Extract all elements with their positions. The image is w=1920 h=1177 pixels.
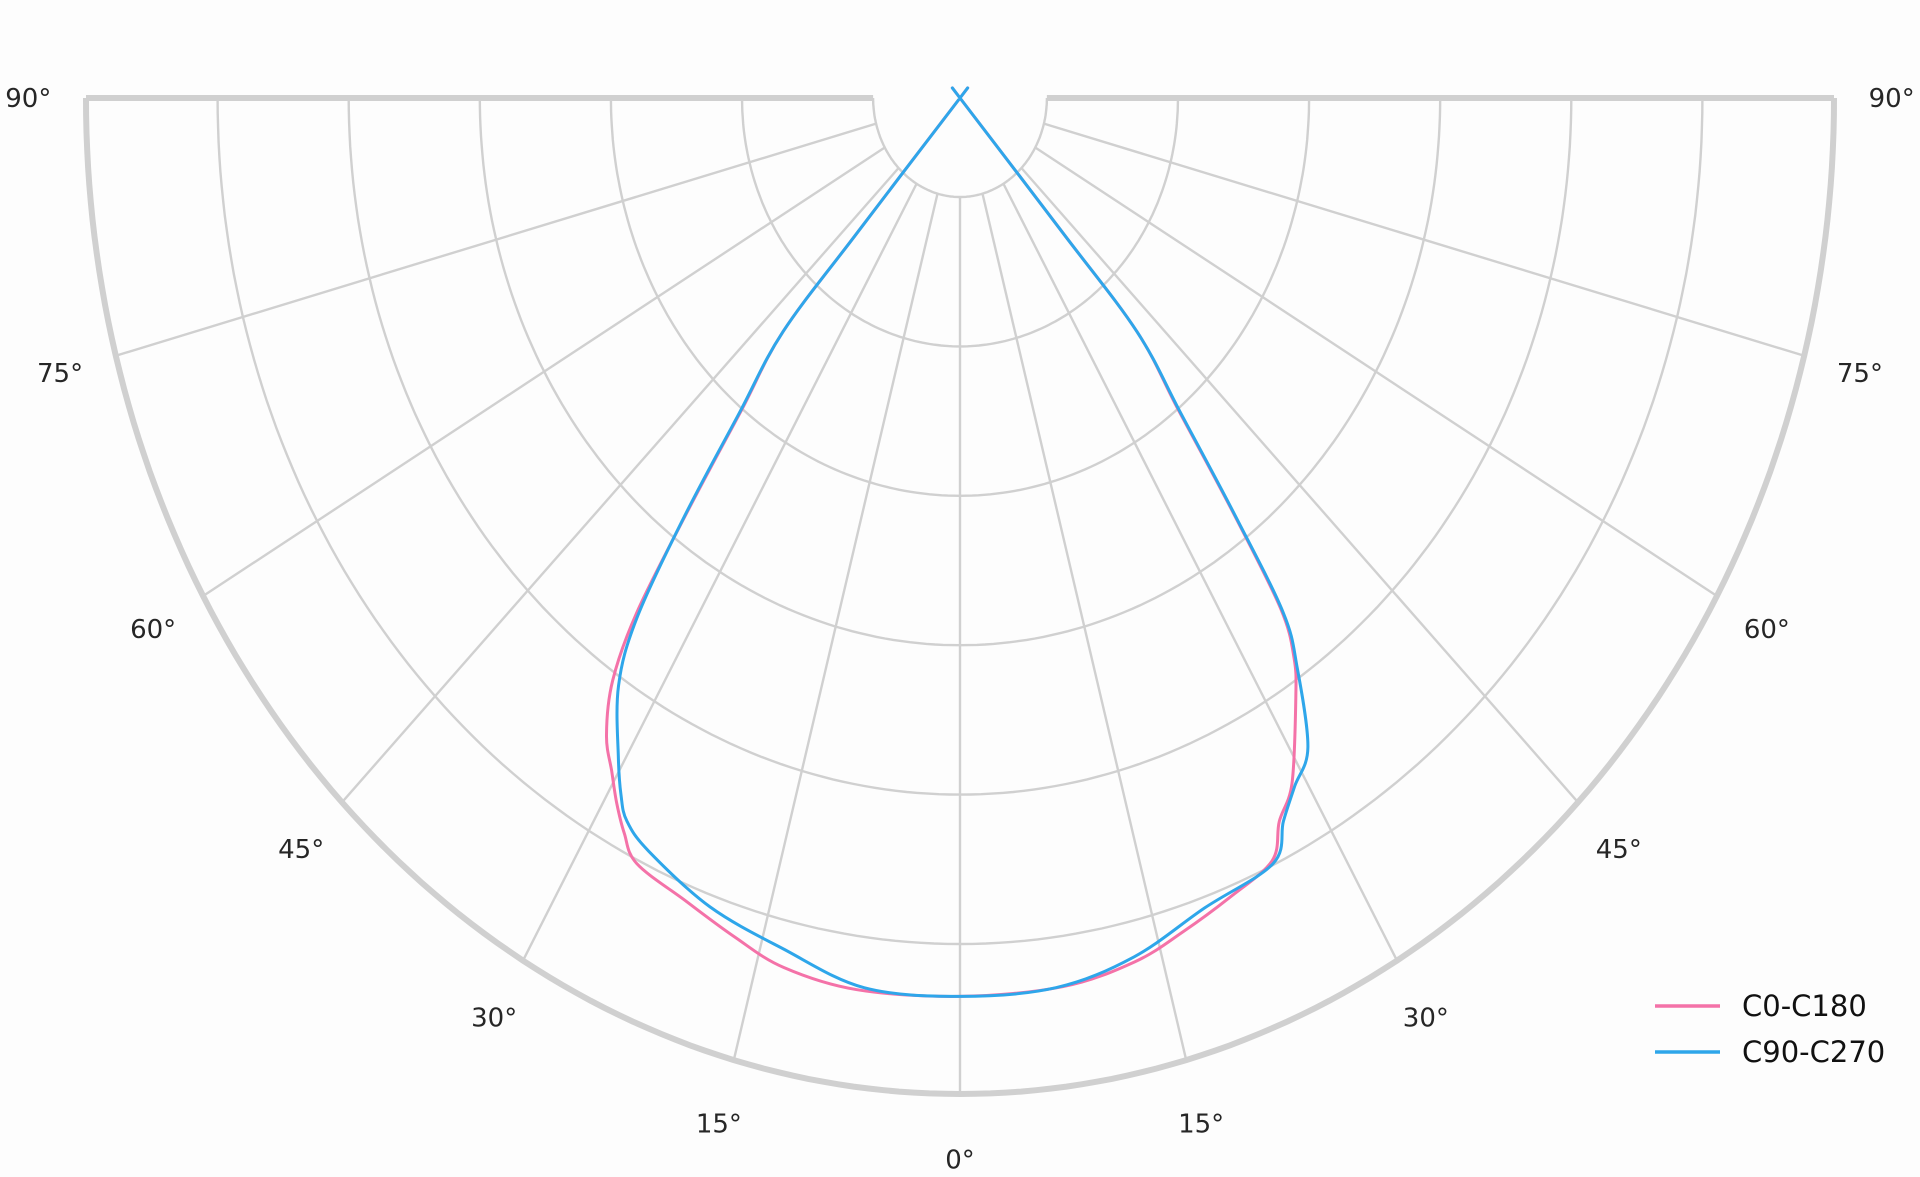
legend-label-c0-c180: C0-C180 — [1742, 989, 1867, 1023]
angle-tick-label: 0° — [945, 1146, 975, 1176]
angle-tick-label: 75° — [37, 359, 83, 389]
angle-tick-label: 30° — [471, 1003, 517, 1033]
angle-tick-label: 90° — [5, 84, 51, 114]
angular-gridline — [732, 193, 939, 1061]
angle-tick-label: 15° — [1178, 1110, 1224, 1140]
polar-grid — [83, 95, 1837, 1098]
angle-tick-labels: 90° 75° 60° 45° 30° 15° 0° 15° 30° 45° 60° 75° 90° — [5, 84, 1914, 1176]
series-curves — [604, 86, 1310, 998]
angular-gridline — [1020, 167, 1579, 804]
angular-gridline — [115, 122, 877, 357]
series-line-c0-c180 — [604, 86, 1298, 998]
legend: C0-C180 C90-C270 — [1655, 989, 1885, 1069]
angle-tick-label: 45° — [1596, 835, 1642, 865]
angle-tick-label: 90° — [1869, 84, 1915, 114]
angle-tick-label: 60° — [1744, 615, 1790, 645]
angle-tick-label: 60° — [130, 615, 176, 645]
legend-label-c90-c270: C90-C270 — [1742, 1035, 1885, 1069]
angular-gridline — [202, 146, 886, 598]
angular-gridline — [981, 193, 1188, 1061]
angular-gridline — [341, 167, 900, 804]
angle-tick-label: 75° — [1837, 359, 1883, 389]
radial-gridline — [871, 98, 1049, 199]
angle-tick-label: 15° — [696, 1110, 742, 1140]
angular-gridline — [1034, 146, 1718, 598]
series-line-c90-c270 — [615, 86, 1310, 998]
angular-gridline — [1002, 183, 1399, 962]
angle-tick-label: 45° — [278, 835, 324, 865]
angular-gridline — [521, 183, 918, 962]
angle-tick-label: 30° — [1403, 1003, 1449, 1033]
angular-gridline — [1043, 122, 1805, 357]
